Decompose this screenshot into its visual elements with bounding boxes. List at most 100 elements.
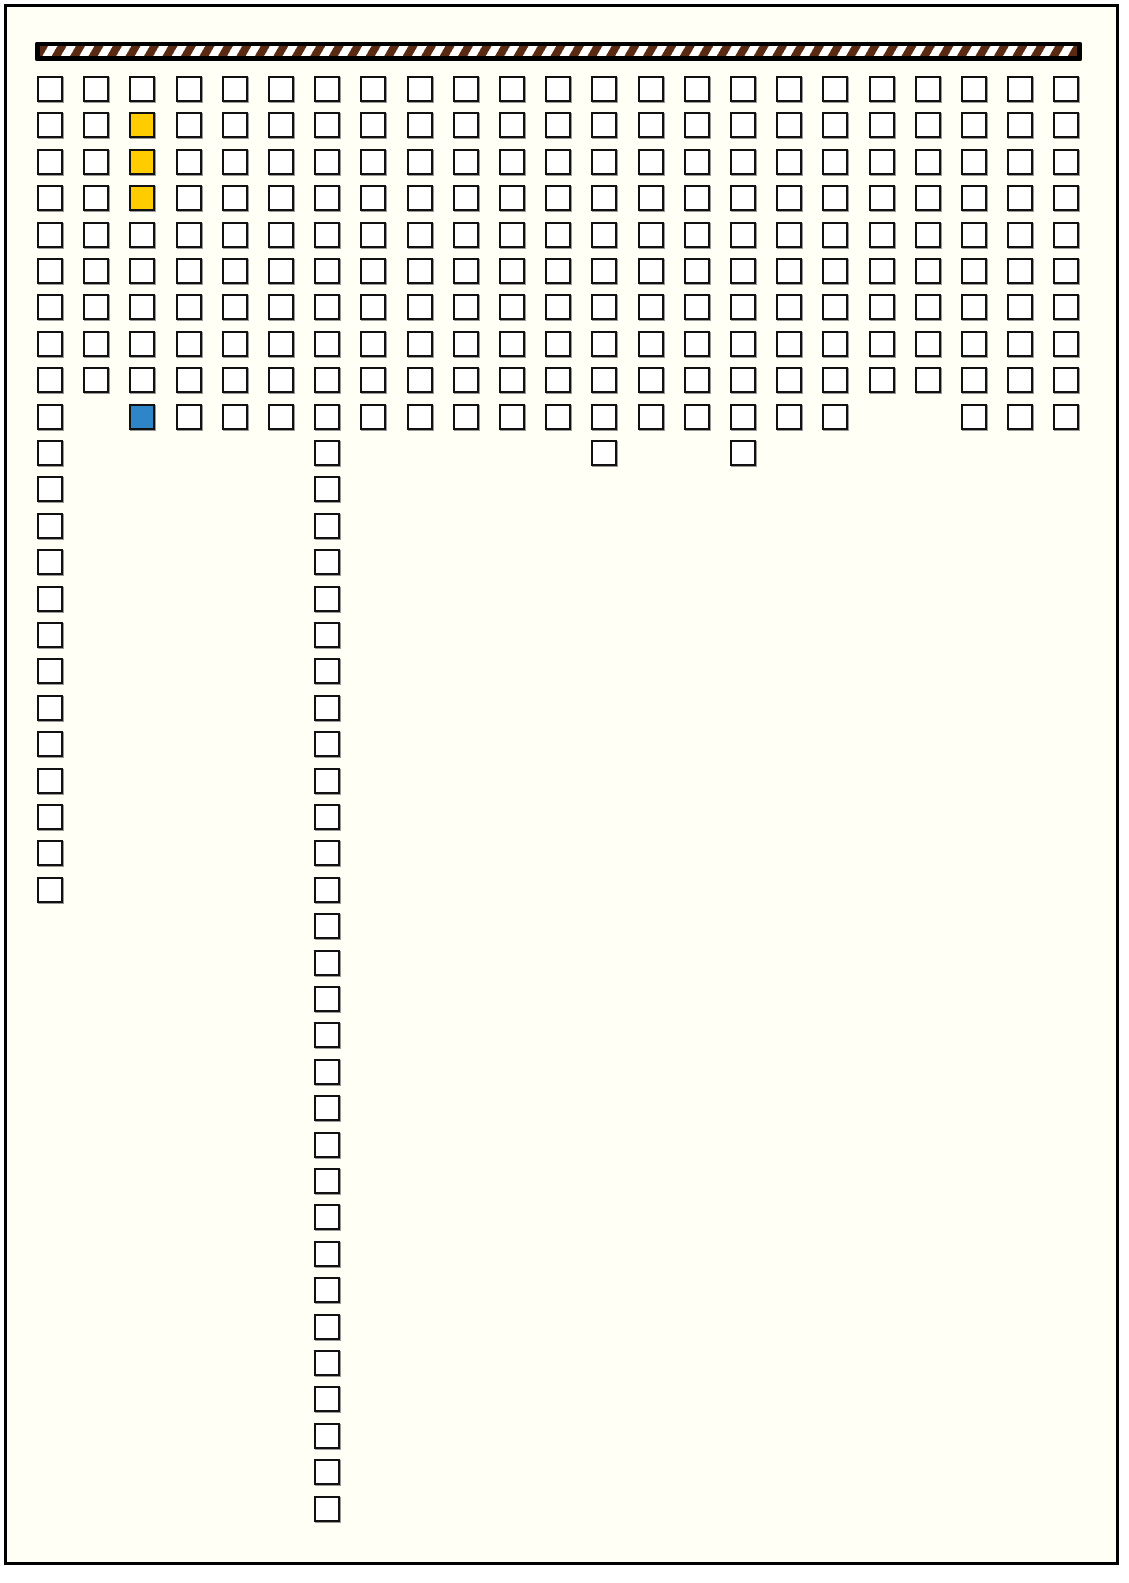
cell[interactable] <box>268 221 294 248</box>
cell[interactable] <box>360 330 387 357</box>
cell[interactable] <box>591 294 618 321</box>
cell[interactable] <box>1007 76 1034 102</box>
cell[interactable] <box>637 148 664 175</box>
cell[interactable] <box>730 76 756 102</box>
cell[interactable] <box>314 913 341 940</box>
cell[interactable] <box>545 294 572 321</box>
cell[interactable] <box>268 330 294 357</box>
cell[interactable] <box>268 403 294 430</box>
cell[interactable] <box>914 367 941 394</box>
cell[interactable] <box>591 148 618 175</box>
cell[interactable] <box>37 403 63 430</box>
cell[interactable] <box>37 549 63 576</box>
cell[interactable] <box>37 221 63 248</box>
cell[interactable] <box>637 330 664 357</box>
cell[interactable] <box>314 1422 341 1449</box>
cell[interactable] <box>1007 367 1034 394</box>
cell[interactable] <box>406 148 433 175</box>
cell[interactable] <box>314 440 341 466</box>
cell[interactable] <box>314 185 341 212</box>
cell[interactable] <box>822 330 849 357</box>
cell[interactable] <box>175 258 202 284</box>
cell[interactable] <box>822 112 849 139</box>
cell[interactable] <box>776 185 803 212</box>
cell[interactable] <box>545 112 572 139</box>
cell[interactable] <box>37 330 63 357</box>
cell[interactable] <box>776 221 803 248</box>
cell[interactable] <box>683 403 710 430</box>
cell[interactable] <box>637 258 664 284</box>
cell[interactable] <box>776 403 803 430</box>
cell[interactable] <box>452 330 479 357</box>
cell[interactable] <box>822 76 849 102</box>
cell[interactable] <box>221 76 248 102</box>
cell[interactable] <box>776 367 803 394</box>
cell[interactable] <box>360 76 387 102</box>
cell[interactable] <box>221 185 248 212</box>
cell[interactable] <box>1007 185 1034 212</box>
cell[interactable] <box>83 76 110 102</box>
cell[interactable] <box>314 1350 341 1376</box>
cell[interactable] <box>868 221 895 248</box>
cell[interactable] <box>314 1240 341 1267</box>
cell[interactable] <box>314 658 341 685</box>
cell[interactable] <box>1053 185 1080 212</box>
cell[interactable] <box>37 694 63 721</box>
cell[interactable] <box>545 221 572 248</box>
cell[interactable] <box>314 512 341 539</box>
cell[interactable] <box>314 694 341 721</box>
cell[interactable] <box>730 294 756 321</box>
cell[interactable] <box>37 258 63 284</box>
cell[interactable] <box>452 403 479 430</box>
cell[interactable] <box>314 1095 341 1122</box>
cell[interactable] <box>1007 294 1034 321</box>
cell[interactable] <box>406 367 433 394</box>
cell[interactable] <box>776 330 803 357</box>
cell[interactable] <box>914 76 941 102</box>
cell[interactable] <box>360 294 387 321</box>
cell[interactable] <box>545 330 572 357</box>
cell[interactable] <box>914 258 941 284</box>
cell[interactable] <box>360 403 387 430</box>
cell[interactable] <box>637 294 664 321</box>
cell[interactable] <box>452 367 479 394</box>
cell[interactable] <box>730 148 756 175</box>
cell[interactable] <box>591 76 618 102</box>
cell[interactable] <box>360 148 387 175</box>
cell[interactable] <box>360 258 387 284</box>
cell[interactable] <box>1007 403 1034 430</box>
cell[interactable] <box>1053 294 1080 321</box>
cell[interactable] <box>268 76 294 102</box>
cell[interactable] <box>314 949 341 976</box>
cell[interactable] <box>545 258 572 284</box>
cell[interactable] <box>37 512 63 539</box>
cell[interactable] <box>268 294 294 321</box>
cell[interactable] <box>83 221 110 248</box>
cell[interactable] <box>268 258 294 284</box>
cell[interactable] <box>129 330 156 357</box>
cell[interactable] <box>1053 221 1080 248</box>
cell[interactable] <box>914 330 941 357</box>
cell[interactable] <box>129 367 156 394</box>
cell[interactable] <box>37 840 63 867</box>
cell[interactable] <box>591 367 618 394</box>
cell[interactable] <box>1053 258 1080 284</box>
cell[interactable] <box>129 221 156 248</box>
cell[interactable] <box>452 258 479 284</box>
cell[interactable] <box>360 185 387 212</box>
cell[interactable] <box>83 330 110 357</box>
cell[interactable] <box>1053 330 1080 357</box>
cell[interactable] <box>776 148 803 175</box>
cell[interactable] <box>452 112 479 139</box>
cell[interactable] <box>314 1022 341 1049</box>
cell[interactable] <box>683 185 710 212</box>
cell[interactable] <box>499 294 525 321</box>
cell[interactable] <box>314 1204 341 1231</box>
cell[interactable] <box>37 876 63 903</box>
cell[interactable] <box>221 221 248 248</box>
cell[interactable] <box>314 840 341 867</box>
cell[interactable] <box>730 258 756 284</box>
cell[interactable] <box>1053 76 1080 102</box>
cell[interactable] <box>730 330 756 357</box>
cell[interactable] <box>499 185 525 212</box>
